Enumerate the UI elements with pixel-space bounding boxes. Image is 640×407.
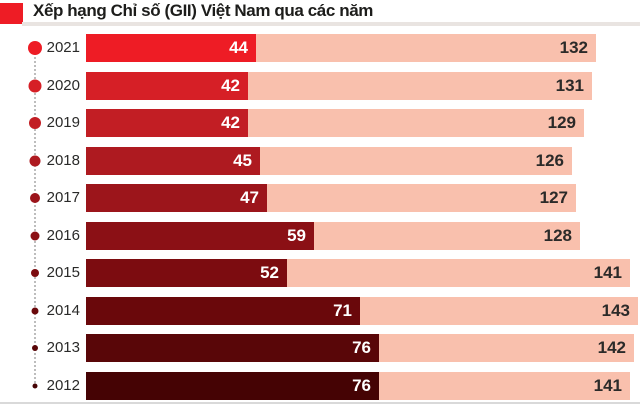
chart-row: 2012 141 76: [0, 372, 640, 400]
vietnam-rank-bar: 52: [86, 259, 287, 287]
rank-value-label: 44: [229, 38, 248, 57]
year-label: 2018: [46, 152, 80, 169]
year-dot-icon: [31, 269, 39, 277]
year-label: 2013: [46, 339, 80, 356]
total-value-label: 132: [559, 38, 588, 57]
year-dot-icon: [28, 79, 42, 93]
year-dot-icon: [32, 383, 38, 389]
chart-row: 2014 143 71: [0, 297, 640, 325]
timeline-dotted-line: [34, 48, 36, 387]
chart-row: 2015 141 52: [0, 259, 640, 287]
total-value-label: 126: [535, 151, 564, 170]
chart-row: 2017 127 47: [0, 184, 640, 212]
page-title: Xếp hạng Chỉ số (GII) Việt Nam qua các n…: [33, 1, 373, 20]
chart-row: 2021 132 44: [0, 34, 640, 62]
year-label: 2012: [46, 377, 80, 394]
year-label: 2014: [46, 302, 80, 319]
total-value-label: 142: [597, 338, 626, 357]
chart-row: 2019 129 42: [0, 109, 640, 137]
rank-value-label: 45: [233, 151, 252, 170]
year-dot-icon: [30, 231, 40, 241]
chart-row: 2018 126 45: [0, 147, 640, 175]
year-dot-icon: [31, 307, 39, 315]
year-label: 2021: [46, 39, 80, 56]
year-dot-icon: [29, 155, 41, 167]
vietnam-rank-bar: 45: [86, 147, 260, 175]
chart-row: 2020 131 42: [0, 72, 640, 100]
rank-value-label: 71: [333, 301, 352, 320]
total-value-label: 141: [593, 376, 622, 395]
total-economies-bar: 127 47: [86, 184, 576, 212]
year-label: 2019: [46, 114, 80, 131]
year-label: 2017: [46, 189, 80, 206]
bottom-divider-line: [0, 402, 640, 404]
vietnam-rank-bar: 47: [86, 184, 267, 212]
total-economies-bar: 141 76: [86, 372, 630, 400]
total-economies-bar: 131 42: [86, 72, 592, 100]
rank-value-label: 42: [221, 76, 240, 95]
chart-row: 2013 142 76: [0, 334, 640, 362]
year-dot-icon: [29, 117, 41, 129]
total-value-label: 131: [555, 76, 584, 95]
total-economies-bar: 128 59: [86, 222, 580, 250]
vietnam-rank-bar: 42: [86, 109, 248, 137]
year-label: 2015: [46, 264, 80, 281]
rank-value-label: 42: [221, 113, 240, 132]
year-dot-icon: [28, 41, 42, 55]
year-dot-icon: [30, 193, 40, 203]
rank-value-label: 52: [260, 263, 279, 282]
vietnam-rank-bar: 71: [86, 297, 360, 325]
total-economies-bar: 129 42: [86, 109, 584, 137]
total-value-label: 129: [547, 113, 576, 132]
vietnam-rank-bar: 76: [86, 372, 379, 400]
title-divider-line: [22, 22, 640, 26]
chart-row: 2016 128 59: [0, 222, 640, 250]
total-value-label: 141: [593, 263, 622, 282]
total-value-label: 128: [543, 226, 572, 245]
total-economies-bar: 142 76: [86, 334, 634, 362]
vietnam-rank-bar: 59: [86, 222, 314, 250]
total-economies-bar: 141 52: [86, 259, 630, 287]
vietnam-rank-bar: 76: [86, 334, 379, 362]
year-dot-icon: [32, 345, 38, 351]
vietnam-rank-bar: 44: [86, 34, 256, 62]
total-value-label: 127: [539, 188, 568, 207]
total-economies-bar: 126 45: [86, 147, 572, 175]
year-label: 2020: [46, 77, 80, 94]
rank-value-label: 59: [287, 226, 306, 245]
vietnam-rank-bar: 42: [86, 72, 248, 100]
rank-value-label: 47: [240, 188, 259, 207]
year-label: 2016: [46, 227, 80, 244]
title-accent-square: [0, 3, 23, 24]
total-economies-bar: 132 44: [86, 34, 596, 62]
rank-value-label: 76: [352, 376, 371, 395]
rank-value-label: 76: [352, 338, 371, 357]
total-value-label: 143: [601, 301, 630, 320]
total-economies-bar: 143 71: [86, 297, 638, 325]
